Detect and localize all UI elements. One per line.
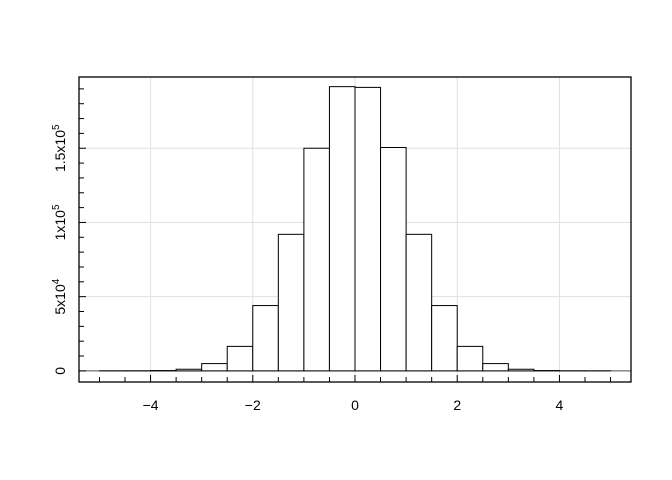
x-tick-label: 4 (556, 397, 564, 413)
histogram-bar (431, 305, 458, 372)
histogram-bar (226, 345, 254, 372)
histogram-bar (303, 147, 330, 372)
ticks (79, 88, 612, 382)
plot-frame (78, 76, 632, 383)
y-tick-label: 1x105 (51, 204, 68, 240)
histogram-bar (405, 233, 433, 372)
x-tick-label: −4 (143, 397, 159, 413)
x-tick-label: −2 (245, 397, 261, 413)
histogram-bar (482, 363, 509, 372)
y-tick-label: 0 (52, 367, 68, 375)
y-tick-label: 1.5x105 (51, 124, 68, 172)
histogram-bar (277, 233, 305, 372)
x-tick-label: 0 (351, 397, 359, 413)
histogram-bar (252, 305, 279, 372)
histogram-bar (175, 368, 203, 372)
histogram-bar (456, 345, 484, 372)
histogram-bar (380, 146, 407, 372)
bars (98, 86, 612, 372)
histogram-bar (328, 86, 356, 372)
x-tick-labels: −4 −2 0 2 4 (143, 397, 564, 413)
histogram-bar (507, 368, 535, 372)
y-tick-label: 5x104 (51, 278, 68, 314)
histogram-bar (354, 86, 382, 372)
histogram-bar (201, 363, 228, 372)
x-tick-label: 2 (453, 397, 461, 413)
y-tick-labels: 0 5x104 1x105 1.5x105 (51, 124, 68, 375)
